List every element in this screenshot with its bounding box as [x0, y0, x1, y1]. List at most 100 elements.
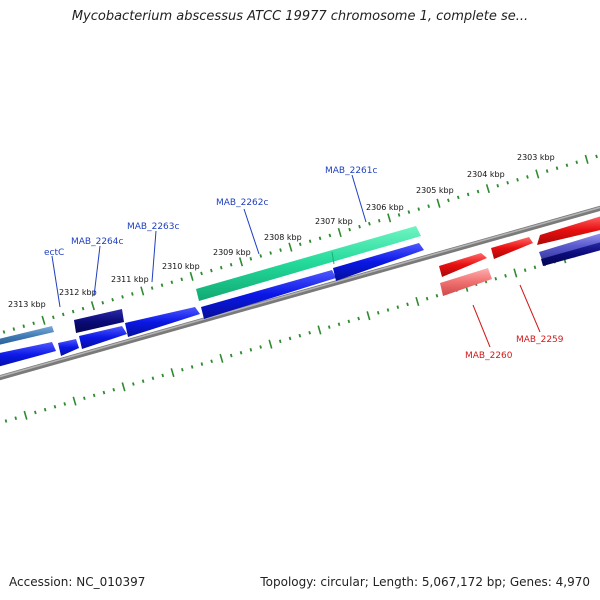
gene-label[interactable]: MAB_2262c: [216, 198, 269, 208]
minor-tick: [523, 268, 527, 272]
gene-label[interactable]: MAB_2259: [516, 335, 564, 345]
minor-tick: [22, 324, 26, 328]
map-title: Mycobacterium abscessus ATCC 19977 chrom…: [71, 9, 529, 24]
minor-tick: [407, 210, 411, 214]
minor-tick: [533, 265, 537, 270]
minor-tick: [288, 336, 292, 341]
gene-arrow-red[interactable]: [439, 253, 487, 277]
minor-tick: [111, 298, 114, 302]
gene-boundary: [331, 251, 335, 265]
minor-tick: [376, 311, 380, 315]
minor-tick: [417, 207, 421, 211]
tick-label: 2311 kbp: [111, 275, 149, 284]
minor-tick: [4, 419, 8, 423]
ruler-top: [2, 154, 598, 334]
minor-tick: [219, 265, 223, 270]
gene-arrow-pink[interactable]: [440, 268, 492, 296]
gene-label[interactable]: MAB_2260: [465, 351, 513, 361]
gene-arrow-blue[interactable]: [58, 339, 79, 356]
minor-tick: [101, 300, 105, 305]
minor-tick: [249, 348, 253, 352]
minor-tick: [14, 416, 18, 420]
minor-tick: [249, 257, 253, 261]
genome-backbone: [0, 205, 600, 381]
gene-arrow-blue[interactable]: [201, 270, 336, 319]
gene-arrow-blue[interactable]: [125, 307, 200, 337]
major-tick: [72, 396, 77, 406]
major-tick: [366, 311, 371, 321]
minor-tick: [210, 268, 213, 273]
minor-tick: [348, 227, 351, 232]
minor-tick: [396, 305, 400, 309]
minor-tick: [170, 280, 174, 285]
minor-tick: [368, 221, 371, 226]
tick-label: 2304 kbp: [467, 170, 505, 179]
genome-stats-text: Topology: circular; Length: 5,067,172 bp…: [260, 575, 590, 589]
major-tick: [219, 353, 224, 363]
tick-label: 2308 kbp: [264, 233, 302, 242]
minor-tick: [269, 251, 272, 255]
minor-tick: [476, 189, 480, 194]
minor-tick: [328, 233, 332, 238]
minor-tick: [494, 276, 498, 281]
minor-tick: [466, 192, 470, 197]
minor-tick: [555, 166, 559, 170]
minor-tick: [12, 327, 16, 331]
gene-arrow-teal[interactable]: [196, 226, 421, 301]
tick-labels: 2313 kbp 2312 kbp 2311 kbp 2310 kbp 2309…: [8, 153, 555, 309]
minor-tick: [347, 319, 351, 324]
minor-tick: [377, 219, 381, 223]
gene-arrow-blue[interactable]: [79, 326, 127, 349]
major-tick: [90, 301, 95, 311]
gene-labels: ectC MAB_2264c MAB_2263c MAB_2262c MAB_2…: [44, 166, 564, 361]
gene-track-upper: [0, 215, 600, 347]
gene-arrow-purple[interactable]: [539, 232, 600, 260]
gene-arrow-navy[interactable]: [74, 309, 124, 333]
gene-label[interactable]: MAB_2261c: [325, 166, 378, 176]
minor-tick: [161, 373, 165, 378]
tick-label: 2307 kbp: [315, 217, 353, 226]
minor-tick: [279, 248, 282, 252]
minor-tick: [61, 312, 65, 317]
tick-label: 2305 kbp: [416, 186, 454, 195]
minor-tick: [504, 274, 507, 278]
minor-tick: [516, 178, 519, 182]
minor-tick: [406, 302, 409, 307]
minor-tick: [259, 254, 263, 258]
major-tick: [387, 213, 392, 223]
gene-label[interactable]: MAB_2263c: [127, 222, 180, 232]
minor-tick: [151, 376, 155, 381]
gene-arrow-blue[interactable]: [0, 342, 56, 369]
major-tick: [268, 339, 273, 349]
minor-tick: [131, 292, 134, 296]
minor-tick: [595, 154, 598, 159]
gene-arrow-steel[interactable]: [0, 326, 54, 347]
major-tick: [436, 198, 441, 208]
gene-arrow-navy[interactable]: [541, 241, 600, 266]
minor-tick: [160, 283, 164, 287]
minor-tick: [180, 277, 184, 282]
minor-tick: [358, 224, 361, 229]
major-tick: [189, 271, 194, 281]
accession-text: Accession: NC_010397: [9, 575, 146, 589]
minor-tick: [425, 296, 429, 301]
label-leaders: [51, 174, 541, 348]
gene-arrow-red[interactable]: [491, 237, 533, 259]
gene-arrow-red[interactable]: [537, 215, 600, 245]
major-tick: [584, 154, 589, 164]
gene-label[interactable]: ectC: [44, 248, 64, 258]
gene-arrow-blue[interactable]: [333, 243, 424, 281]
major-tick: [41, 315, 46, 325]
major-tick: [485, 184, 490, 194]
minor-tick: [337, 322, 341, 327]
major-tick: [317, 325, 322, 335]
minor-tick: [427, 204, 430, 208]
minor-tick: [132, 382, 135, 386]
minor-tick: [298, 333, 302, 338]
minor-tick: [181, 367, 184, 372]
gene-label[interactable]: MAB_2264c: [71, 237, 124, 247]
minor-tick: [456, 195, 460, 200]
minor-tick: [318, 236, 322, 241]
minor-tick: [63, 402, 67, 406]
